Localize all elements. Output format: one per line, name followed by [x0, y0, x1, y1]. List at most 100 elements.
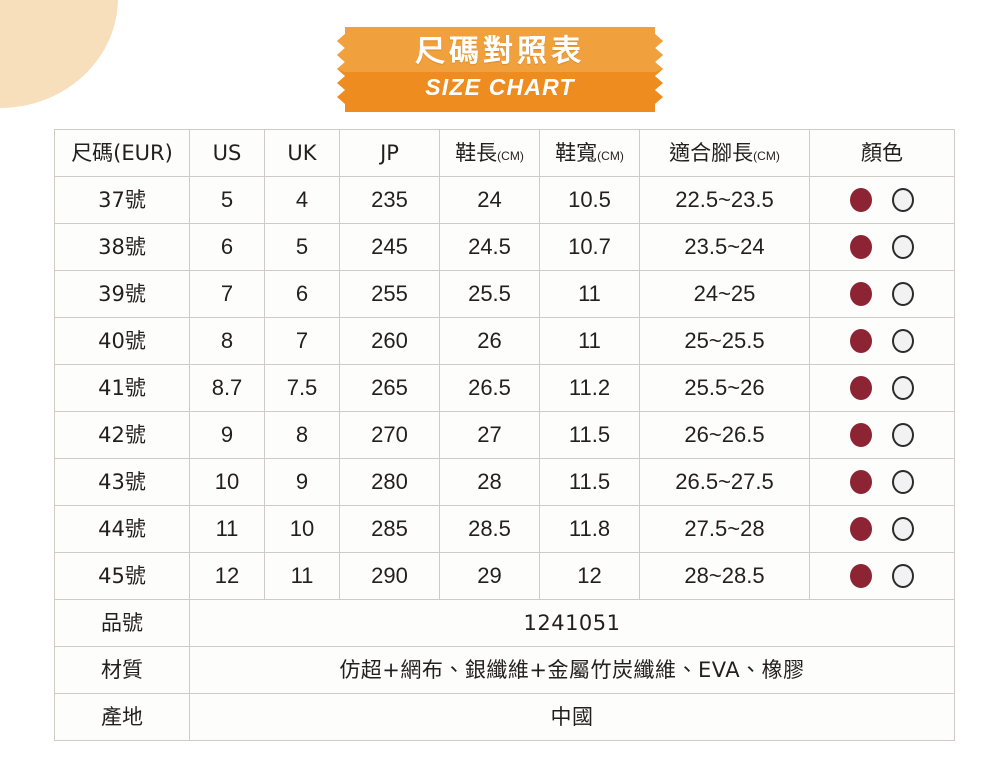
- color-swatch-group: [810, 376, 954, 400]
- cell-us-value: 12: [214, 563, 240, 588]
- table-row: 42號 9 8 270 27 11.5 26~26.5: [54, 411, 955, 459]
- cell-shoe-length: 25.5: [439, 270, 540, 318]
- cell-us-value: 11: [215, 516, 239, 541]
- cell-jp-value: 280: [371, 469, 408, 494]
- color-swatch-maroon-icon[interactable]: [850, 517, 872, 541]
- cell-eur-value: 42號: [98, 423, 146, 447]
- footer-label-material: 材質: [54, 646, 190, 694]
- color-swatch-maroon-icon[interactable]: [850, 564, 872, 588]
- cell-foot-length: 23.5~24: [639, 223, 810, 271]
- color-swatch-maroon-icon[interactable]: [850, 423, 872, 447]
- color-swatch-white-icon[interactable]: [892, 470, 914, 494]
- color-swatch-maroon-icon[interactable]: [850, 282, 872, 306]
- cell-shoe-length: 26.5: [439, 364, 540, 412]
- column-header-foot-length: 適合腳長(CM): [639, 129, 810, 177]
- size-chart-table-container: 尺碼(EUR) US UK JP 鞋長(CM) 鞋寬(CM) 適: [54, 129, 955, 741]
- cell-us: 5: [189, 176, 265, 224]
- cell-jp: 265: [339, 364, 440, 412]
- cell-foot-length-value: 22.5~23.5: [675, 187, 774, 212]
- cell-shoe-width-value: 11.8: [568, 516, 611, 541]
- color-swatch-group: [810, 470, 954, 494]
- color-swatch-white-icon[interactable]: [892, 329, 914, 353]
- cell-eur: 44號: [54, 505, 190, 553]
- cell-uk-value: 9: [295, 469, 309, 494]
- cell-foot-length: 24~25: [639, 270, 810, 318]
- table-header: 尺碼(EUR) US UK JP 鞋長(CM) 鞋寬(CM) 適: [54, 129, 955, 177]
- cell-shoe-width: 11.2: [539, 364, 640, 412]
- cell-uk-value: 7: [295, 328, 309, 353]
- cell-foot-length-value: 27.5~28: [684, 516, 765, 541]
- cell-shoe-length: 26: [439, 317, 540, 365]
- color-swatch-group: [810, 188, 954, 212]
- cell-us-value: 9: [220, 422, 234, 447]
- cell-uk-value: 7.5: [286, 375, 318, 400]
- cell-us: 8: [189, 317, 265, 365]
- column-header-shoe-width-label: 鞋寬: [555, 141, 598, 165]
- cell-foot-length-value: 23.5~24: [684, 234, 765, 259]
- footer-label-origin-text: 產地: [101, 705, 143, 729]
- banner-ribbon-shape: [337, 27, 663, 112]
- color-swatch-maroon-icon[interactable]: [850, 329, 872, 353]
- cell-jp: 245: [339, 223, 440, 271]
- corner-decoration-circle: [0, 0, 118, 108]
- color-swatch-white-icon[interactable]: [892, 423, 914, 447]
- column-header-color-label: 顏色: [861, 141, 903, 165]
- color-swatch-maroon-icon[interactable]: [850, 376, 872, 400]
- column-header-foot-length-label: 適合腳長: [669, 141, 754, 165]
- cell-shoe-width: 10.5: [539, 176, 640, 224]
- cell-shoe-width-value: 11.2: [568, 375, 611, 400]
- column-header-eur-label: 尺碼(EUR): [71, 141, 173, 165]
- color-swatch-white-icon[interactable]: [892, 376, 914, 400]
- table-row: 44號 11 10 285 28.5 11.8 27.5~28: [54, 505, 955, 553]
- column-header-uk: UK: [264, 129, 340, 177]
- cell-eur-value: 40號: [98, 329, 146, 353]
- banner-text-block: 尺碼對照表 SIZE CHART: [337, 27, 663, 112]
- color-swatch-white-icon[interactable]: [892, 517, 914, 541]
- cell-shoe-length-value: 27: [477, 422, 502, 447]
- cell-jp: 290: [339, 552, 440, 600]
- cell-shoe-width-value: 11.5: [568, 422, 611, 447]
- cell-shoe-width-value: 10.7: [568, 234, 611, 259]
- cell-eur: 40號: [54, 317, 190, 365]
- cell-jp-value: 265: [371, 375, 408, 400]
- cell-shoe-length: 24.5: [439, 223, 540, 271]
- cell-jp-value: 245: [371, 234, 408, 259]
- color-swatch-maroon-icon[interactable]: [850, 235, 872, 259]
- color-swatch-maroon-icon[interactable]: [850, 470, 872, 494]
- footer-value-product-number-text: 1241051: [523, 611, 621, 635]
- cell-color: [809, 317, 955, 365]
- footer-value-origin-text: 中國: [550, 705, 594, 729]
- cell-eur-value: 39號: [98, 282, 146, 306]
- banner-title-english: SIZE CHART: [425, 74, 575, 100]
- cell-shoe-width-value: 12: [577, 563, 602, 588]
- cell-us-value: 6: [220, 234, 234, 259]
- cell-shoe-width-value: 11: [578, 281, 601, 306]
- cell-uk-value: 5: [295, 234, 309, 259]
- color-swatch-maroon-icon[interactable]: [850, 188, 872, 212]
- size-chart-table: 尺碼(EUR) US UK JP 鞋長(CM) 鞋寬(CM) 適: [54, 129, 955, 741]
- cell-jp-value: 285: [371, 516, 408, 541]
- color-swatch-white-icon[interactable]: [892, 282, 914, 306]
- cell-color: [809, 458, 955, 506]
- color-swatch-white-icon[interactable]: [892, 188, 914, 212]
- cell-shoe-length-value: 29: [477, 563, 502, 588]
- cell-jp: 285: [339, 505, 440, 553]
- footer-value-product-number: 1241051: [189, 599, 955, 647]
- cell-us-value: 5: [220, 187, 234, 212]
- column-header-jp-label: JP: [380, 141, 399, 165]
- cell-shoe-length-value: 26: [477, 328, 502, 353]
- table-row: 39號 7 6 255 25.5 11 24~25: [54, 270, 955, 318]
- cell-shoe-width: 11: [539, 270, 640, 318]
- cell-shoe-length-value: 28: [477, 469, 502, 494]
- cell-uk-value: 4: [295, 187, 309, 212]
- cell-uk: 10: [264, 505, 340, 553]
- color-swatch-group: [810, 235, 954, 259]
- cell-shoe-length: 27: [439, 411, 540, 459]
- color-swatch-white-icon[interactable]: [892, 564, 914, 588]
- column-header-foot-length-unit: (CM): [753, 149, 780, 163]
- cell-foot-length-value: 25~25.5: [684, 328, 765, 353]
- cell-shoe-length-value: 24.5: [468, 234, 511, 259]
- color-swatch-group: [810, 517, 954, 541]
- color-swatch-white-icon[interactable]: [892, 235, 914, 259]
- cell-jp-value: 290: [371, 563, 408, 588]
